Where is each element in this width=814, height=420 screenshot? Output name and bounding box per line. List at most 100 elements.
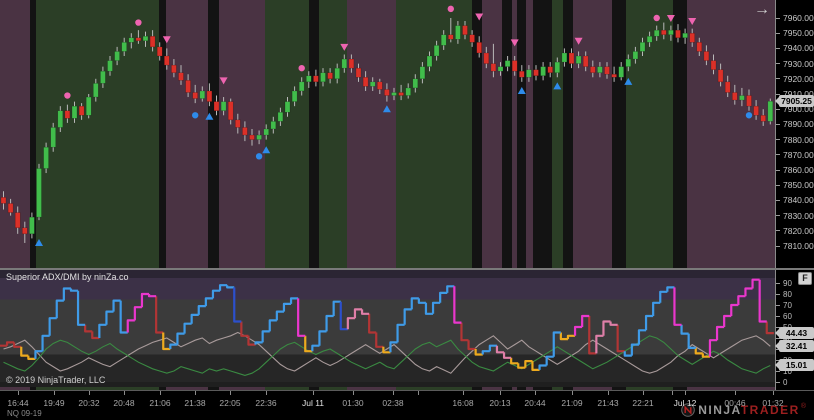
price-tick [776, 123, 780, 125]
adx-dmi-panel[interactable]: Superior ADX/DMI by ninZa.co © 2019 Ninj… [0, 270, 775, 387]
time-tick [572, 391, 573, 395]
candle-up [526, 69, 532, 78]
candle-up [497, 66, 504, 72]
indicator-tick-label: 60 [783, 311, 792, 321]
instrument-label: NQ 09-19 [7, 409, 42, 418]
candle-down [703, 51, 710, 61]
indicator-value-badge: 44.43 [775, 327, 814, 340]
candlestick-chart[interactable] [0, 0, 775, 268]
session-strip-segment [517, 387, 526, 390]
candle-down [14, 212, 21, 229]
time-tick-label: 22:21 [632, 398, 654, 408]
candle-down [661, 29, 667, 35]
session-band [512, 0, 517, 268]
candle-up [405, 87, 411, 96]
time-tick [643, 391, 644, 395]
price-tick [776, 154, 780, 156]
price-tick-label: 7830.00 [783, 210, 814, 221]
time-tick [266, 391, 267, 395]
candle-down [710, 60, 717, 70]
session-strip-segment [673, 387, 687, 390]
sell-triangle-icon [219, 77, 228, 85]
time-tick [418, 391, 419, 395]
candle-down [384, 89, 390, 96]
candle-down [746, 95, 752, 107]
session-strip-segment [533, 387, 552, 390]
price-tick [776, 108, 780, 110]
candle-up [121, 42, 127, 52]
di-plus-line [3, 335, 771, 376]
candle-down [760, 115, 766, 122]
candle-down [511, 60, 518, 72]
buy-triangle-icon [382, 105, 391, 113]
candle-down [164, 55, 170, 66]
indicator-tick [776, 326, 780, 328]
indicator-tick [776, 381, 780, 383]
candle-down [156, 46, 163, 57]
zone-below-0 [0, 382, 775, 387]
session-strip-segment [166, 387, 208, 390]
session-strip-segment [347, 387, 396, 390]
adx-dmi-plot[interactable] [0, 270, 775, 387]
indicator-tick-label: 0 [783, 377, 788, 387]
time-tick-label: 20:48 [113, 398, 135, 408]
time-axis[interactable]: NQ 09-19 NINJATRADER® 16:44 19:49 20:32 20:… [0, 390, 814, 420]
candle-up [419, 66, 426, 80]
session-strip-segment [472, 387, 482, 390]
price-tick [776, 199, 780, 201]
scroll-to-latest-arrow-icon[interactable]: → [754, 1, 770, 18]
candle-up [597, 66, 603, 73]
candle-up [412, 78, 419, 89]
session-strip-segment [512, 387, 517, 390]
time-tick-label: 21:43 [597, 398, 619, 408]
price-tick [776, 184, 780, 186]
candle-down [568, 52, 575, 64]
candle-down [171, 64, 177, 73]
session-strip-segment [687, 387, 775, 390]
logo-text-ninja: NINJA [698, 403, 741, 417]
candle-up [291, 90, 298, 102]
indicator-tick [776, 282, 780, 284]
candle-down [206, 90, 213, 102]
session-band [526, 0, 533, 268]
price-tick [776, 139, 780, 141]
candle-up [306, 75, 312, 83]
candle-up [625, 58, 632, 67]
ninjatrader-logo: NINJATRADER® [681, 401, 806, 419]
signal-pink-dot [135, 19, 142, 26]
candle-down [717, 69, 724, 83]
zone-25-75 [0, 299, 775, 355]
indicator-value-badge: 32.41 [775, 340, 814, 353]
price-chart-plot[interactable]: → [0, 0, 775, 268]
candle-up [284, 101, 291, 113]
price-tick-label: 7940.00 [783, 43, 814, 54]
last-price-badge: 7905.25 [775, 95, 814, 108]
time-tick-label: 20:32 [78, 398, 100, 408]
ninjatrader-logo-icon [681, 403, 696, 417]
signal-pink-dot [653, 14, 660, 22]
candle-down [249, 134, 255, 140]
indicator-tick [776, 359, 780, 361]
price-tick-label: 7870.00 [783, 149, 814, 160]
panel-divider[interactable] [0, 268, 814, 270]
session-band [166, 0, 208, 268]
adx-step-line [233, 287, 348, 331]
time-tick [124, 391, 125, 395]
time-tick [54, 391, 55, 395]
price-axis[interactable]: 7905.25 7960.00 7950.00 7940.00 7930.00 7920… [775, 0, 814, 268]
signal-blue-dot [255, 153, 263, 160]
candle-down [178, 72, 184, 81]
candle-up [270, 121, 277, 130]
session-strip-segment [482, 387, 502, 390]
zone-below-25 [0, 354, 775, 382]
candle-down [348, 58, 355, 69]
session-strip-segment [0, 387, 30, 390]
signal-pink-dot [64, 92, 71, 99]
features-button[interactable]: F [798, 272, 812, 285]
indicator-title: Superior ADX/DMI by ninZa.co [6, 272, 129, 282]
candle-up [107, 60, 113, 72]
candle-up [334, 67, 340, 80]
time-tick-label: 01:30 [342, 398, 364, 408]
candle-down [604, 66, 610, 75]
